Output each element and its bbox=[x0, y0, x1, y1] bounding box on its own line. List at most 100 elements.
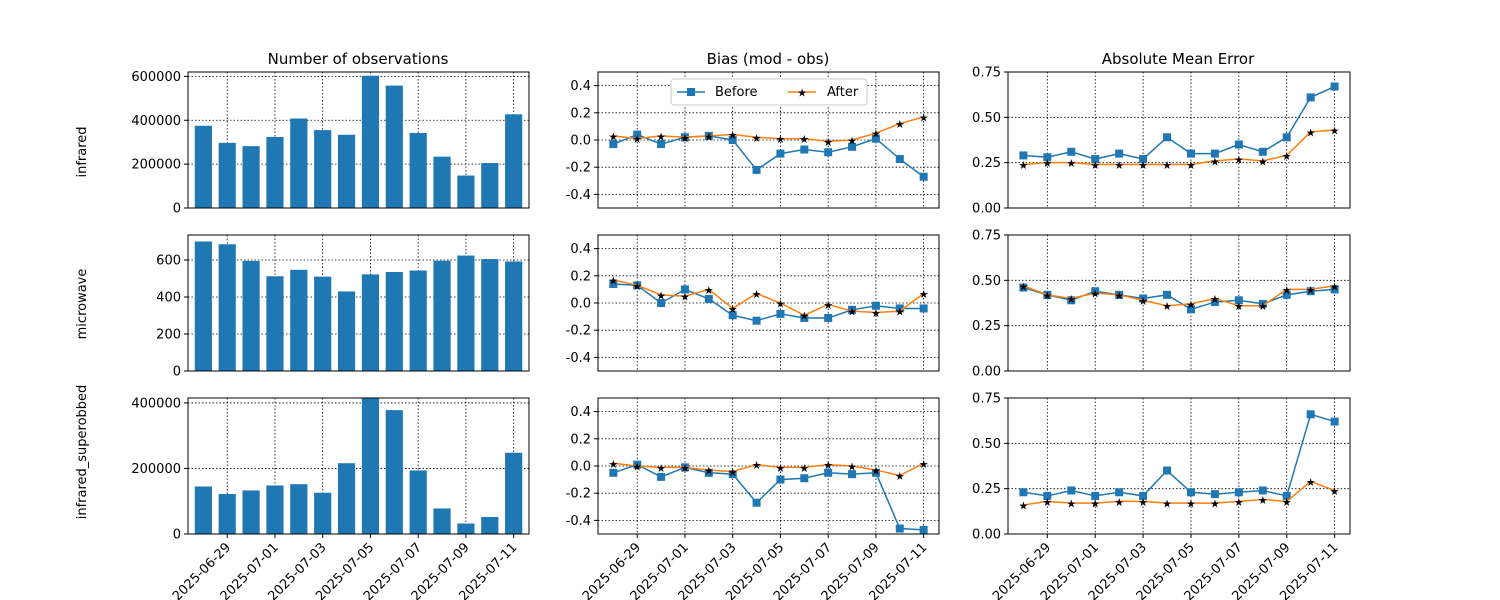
data-point-before bbox=[1067, 486, 1076, 495]
data-point-after: ★ bbox=[1042, 496, 1052, 509]
data-point-after: ★ bbox=[919, 458, 929, 471]
data-point-before bbox=[1282, 491, 1291, 500]
data-point-before bbox=[824, 148, 833, 157]
data-point-after: ★ bbox=[799, 310, 809, 323]
data-point-before bbox=[1163, 133, 1172, 142]
data-point-after: ★ bbox=[775, 462, 785, 475]
data-point-before bbox=[871, 468, 880, 477]
data-point-after: ★ bbox=[1162, 300, 1172, 313]
data-point-after: ★ bbox=[1330, 125, 1340, 138]
data-point-before bbox=[1091, 491, 1100, 500]
bar bbox=[290, 118, 308, 208]
bar bbox=[337, 134, 356, 208]
bar bbox=[385, 272, 403, 371]
data-point-after: ★ bbox=[752, 132, 762, 145]
data-point-after: ★ bbox=[799, 133, 809, 146]
y-tick-label: 0.0 bbox=[570, 297, 591, 312]
data-point-after: ★ bbox=[704, 130, 714, 143]
bar bbox=[361, 75, 380, 208]
data-point-before bbox=[609, 279, 618, 288]
data-point-after: ★ bbox=[1186, 159, 1196, 172]
data-point-before bbox=[1330, 82, 1339, 91]
axes-frame bbox=[187, 71, 530, 209]
data-point-after: ★ bbox=[1162, 159, 1172, 172]
bar bbox=[385, 410, 403, 534]
row-label-microwave: microwave bbox=[75, 269, 90, 340]
data-point-after: ★ bbox=[1138, 295, 1148, 308]
legend-box bbox=[670, 78, 868, 106]
data-point-before bbox=[657, 472, 666, 481]
bar bbox=[457, 255, 475, 371]
data-point-before bbox=[1306, 287, 1315, 296]
data-point-after: ★ bbox=[1066, 293, 1076, 306]
data-point-before bbox=[728, 136, 737, 144]
data-point-after: ★ bbox=[1018, 280, 1028, 293]
data-point-after: ★ bbox=[1282, 284, 1292, 297]
data-point-before bbox=[1234, 296, 1243, 305]
data-point-after: ★ bbox=[632, 461, 642, 474]
data-point-before bbox=[1139, 294, 1148, 303]
y-tick-label: 0.2 bbox=[570, 106, 591, 121]
data-point-before bbox=[776, 475, 785, 484]
data-point-before bbox=[1210, 149, 1219, 158]
data-point-before bbox=[871, 301, 880, 310]
y-tick-label: 0.4 bbox=[570, 405, 591, 420]
data-point-before bbox=[752, 498, 761, 507]
data-point-after: ★ bbox=[1210, 293, 1220, 306]
data-point-after: ★ bbox=[895, 470, 905, 483]
legend-before-label: Before bbox=[715, 85, 758, 100]
data-point-before bbox=[1258, 147, 1267, 156]
series-line-after bbox=[1023, 129, 1335, 166]
data-point-before bbox=[1091, 155, 1100, 164]
data-point-after: ★ bbox=[1138, 159, 1148, 172]
bar bbox=[266, 136, 284, 208]
y-tick-label: 0.75 bbox=[972, 66, 1001, 81]
data-point-after: ★ bbox=[919, 288, 929, 301]
data-point-after: ★ bbox=[656, 289, 666, 302]
chart-panel-2: ★ ★ ★ ★ ★ ★ ★ ★ ★ ★ ★ ★ ★ ★ -0.4 -0.2 0.0 0.2 0.4 bbox=[566, 71, 940, 209]
data-point-before bbox=[728, 470, 737, 479]
data-point-after: ★ bbox=[1186, 298, 1196, 311]
data-point-after: ★ bbox=[704, 465, 714, 478]
data-point-before bbox=[1306, 93, 1315, 102]
data-point-after: ★ bbox=[1042, 157, 1052, 170]
data-point-before bbox=[657, 299, 666, 307]
data-point-before bbox=[752, 316, 761, 325]
data-point-before bbox=[1019, 283, 1028, 292]
data-point-before bbox=[1234, 488, 1243, 497]
chart-panel-4: 0 200 400 600 bbox=[156, 234, 530, 380]
y-tick-label: 0.00 bbox=[972, 202, 1001, 217]
data-point-after: ★ bbox=[1210, 155, 1220, 168]
bar bbox=[266, 276, 284, 371]
chart-panel-5: ★ ★ ★ ★ ★ ★ ★ ★ ★ ★ ★ ★ ★ ★ -0.4 -0.2 0.0 0.2 0.4 bbox=[566, 234, 940, 372]
data-point-after: ★ bbox=[823, 136, 833, 149]
data-point-before bbox=[657, 140, 666, 149]
data-point-after: ★ bbox=[847, 461, 857, 474]
data-point-after: ★ bbox=[728, 129, 738, 142]
y-tick-label: 0.25 bbox=[972, 156, 1001, 171]
bar bbox=[409, 132, 427, 208]
data-point-after: ★ bbox=[1234, 300, 1244, 313]
data-point-after: ★ bbox=[1306, 476, 1316, 489]
data-point-after: ★ bbox=[1306, 284, 1316, 297]
bar bbox=[314, 276, 332, 371]
data-point-after: ★ bbox=[1258, 300, 1268, 313]
bar bbox=[433, 508, 451, 534]
bar bbox=[481, 163, 499, 208]
bar bbox=[266, 485, 284, 534]
y-tick-label: 0 bbox=[173, 528, 181, 543]
bar bbox=[290, 484, 308, 534]
y-tick-label: -0.2 bbox=[566, 324, 591, 339]
y-tick-label: 0.25 bbox=[972, 482, 1001, 497]
series-line-after bbox=[1023, 285, 1335, 307]
data-point-after: ★ bbox=[704, 284, 714, 297]
y-tick-label: 400000 bbox=[131, 114, 181, 129]
data-point-after: ★ bbox=[1162, 498, 1172, 511]
data-point-after: ★ bbox=[1090, 159, 1100, 172]
data-point-after: ★ bbox=[1234, 496, 1244, 509]
bar bbox=[218, 244, 236, 371]
data-point-before bbox=[1330, 417, 1339, 426]
bar bbox=[361, 397, 380, 534]
data-point-after: ★ bbox=[1138, 496, 1148, 509]
data-point-after: ★ bbox=[847, 306, 857, 319]
